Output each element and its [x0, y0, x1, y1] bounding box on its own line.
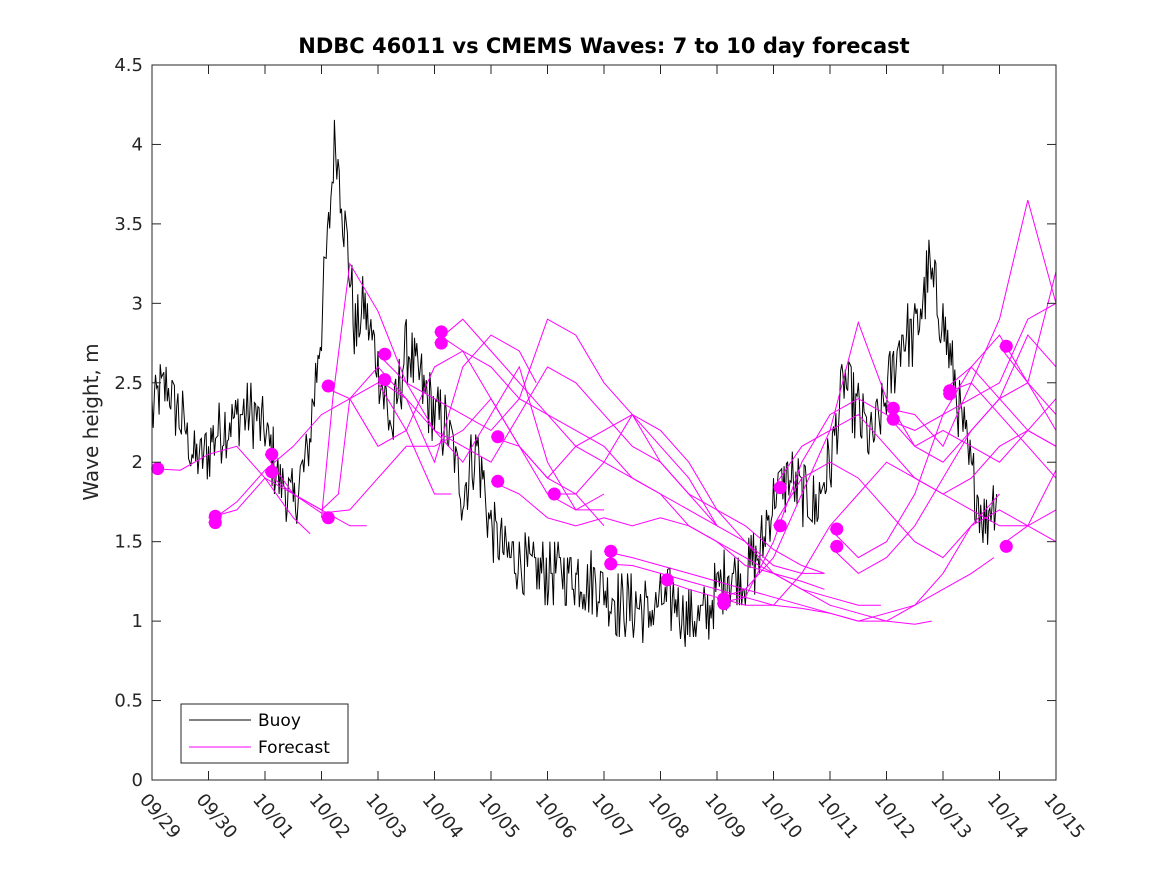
forecast-line: [829, 334, 1057, 575]
forecast-line: [999, 469, 1057, 547]
forecast-start-marker: [547, 487, 561, 501]
forecast-start-marker: [378, 347, 392, 361]
forecast-start-marker: [321, 379, 335, 393]
forecast-start-marker: [773, 519, 787, 533]
legend-buoy-label: Buoy: [258, 711, 301, 731]
forecast-start-marker: [830, 522, 844, 536]
forecast-start-marker: [265, 447, 279, 461]
forecast-start-marker: [999, 339, 1013, 353]
y-tick-label: 0.5: [114, 691, 143, 712]
forecast-line: [942, 366, 1057, 447]
forecast-markers: [151, 325, 1013, 611]
forecast-start-marker: [886, 401, 900, 415]
chart-title: NDBC 46011 vs CMEMS Waves: 7 to 10 day f…: [298, 34, 909, 58]
forecast-start-marker: [830, 539, 844, 553]
forecast-line: [264, 334, 537, 511]
forecast-line: [999, 271, 1057, 384]
forecast-line: [547, 413, 932, 625]
forecast-start-marker: [999, 539, 1013, 553]
forecast-start-marker: [434, 336, 448, 350]
forecast-start-marker: [660, 573, 674, 587]
forecast-line: [490, 480, 881, 606]
forecast-line: [942, 382, 1057, 479]
forecast-start-marker: [491, 474, 505, 488]
y-tick-label: 1.5: [114, 532, 143, 553]
y-tick-label: 2.5: [114, 373, 143, 394]
forecast-start-marker: [604, 544, 618, 558]
buoy-series: [151, 119, 998, 647]
y-axis-label: Wave height, m: [79, 343, 103, 500]
forecast-start-marker: [265, 465, 279, 479]
forecast-start-marker: [208, 516, 222, 530]
y-tick-label: 4: [132, 134, 143, 155]
legend: Buoy Forecast: [180, 703, 349, 764]
forecast-start-marker: [717, 597, 731, 611]
forecast-series-group: [151, 199, 1057, 625]
legend-box: [180, 703, 349, 764]
forecast-line: [773, 461, 1057, 559]
forecast-start-marker: [151, 462, 165, 476]
forecast-line: [208, 382, 452, 524]
y-tick-label: 0: [132, 770, 143, 791]
forecast-line: [490, 413, 825, 574]
y-tick-label: 4.5: [114, 55, 143, 76]
y-tick-label: 3: [132, 293, 143, 314]
y-tick-label: 3.5: [114, 214, 143, 235]
forecast-line: [151, 445, 311, 535]
forecast-line: [716, 320, 1057, 600]
forecast-start-marker: [773, 481, 787, 495]
forecast-start-marker: [886, 412, 900, 426]
forecast-start-marker: [321, 511, 335, 525]
forecast-line: [603, 550, 995, 622]
y-axis: 0 0.5 1 1.5 2 2.5 3 3.5 4 4.5: [114, 55, 1056, 791]
y-tick-label: 2: [132, 452, 143, 473]
legend-forecast-label: Forecast: [258, 738, 330, 758]
forecast-start-marker: [378, 373, 392, 387]
forecast-start-marker: [491, 430, 505, 444]
forecast-line: [773, 413, 1057, 527]
y-tick-label: 1: [132, 611, 143, 632]
forecast-start-marker: [943, 387, 957, 401]
forecast-line: [377, 318, 718, 527]
forecast-line: [321, 262, 604, 518]
forecast-start-marker: [434, 325, 448, 339]
plot-area: [152, 65, 1056, 780]
forecast-start-marker: [604, 557, 618, 571]
buoy-line: [151, 119, 998, 647]
